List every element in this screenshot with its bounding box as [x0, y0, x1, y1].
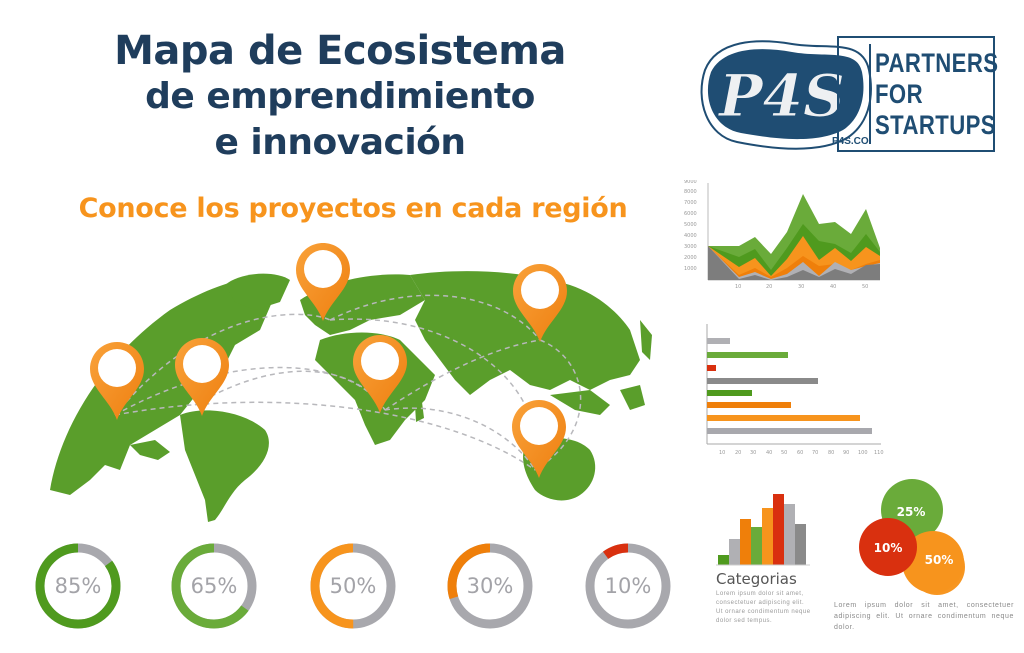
svg-text:9000: 9000 — [684, 180, 697, 185]
progress-ring-label: 65% — [190, 574, 238, 598]
svg-text:20: 20 — [766, 284, 772, 290]
progress-ring-65: 65% — [169, 541, 259, 631]
x-axis-ticks: 10 20 30 40 50 60 70 80 90 100 110 — [719, 450, 884, 456]
svg-text:50: 50 — [781, 450, 787, 456]
venn-diagram: 25% 10% 50% — [859, 479, 965, 595]
logo-url: P4S.CO — [832, 136, 869, 147]
svg-text:30: 30 — [750, 450, 756, 456]
logo-word-for: FOR — [875, 79, 923, 109]
progress-ring-85: 85% — [33, 541, 123, 631]
logo-word-startups: STARTUPS — [875, 110, 996, 140]
svg-text:20: 20 — [735, 450, 741, 456]
location-pin-icon[interactable] — [513, 264, 567, 342]
categories-title: Categorias — [716, 570, 797, 588]
progress-ring-label: 85% — [54, 574, 102, 598]
logo-wordmark: PARTNERS FOR STARTUPS — [875, 48, 998, 141]
svg-text:10%: 10% — [874, 541, 903, 555]
horizontal-bar-chart: 10 20 30 40 50 60 70 80 90 100 110 — [706, 324, 884, 456]
location-pin-icon[interactable] — [175, 338, 229, 416]
logo-frame — [837, 36, 995, 152]
location-pin-icon[interactable] — [90, 342, 144, 420]
category-bar-chart — [716, 494, 810, 566]
svg-text:80: 80 — [828, 450, 834, 456]
title-line-3: e innovación — [214, 122, 466, 163]
svg-text:5000: 5000 — [684, 222, 697, 228]
svg-text:P4S: P4S — [717, 62, 845, 130]
venn-circle-50b — [902, 531, 964, 593]
logo-divider — [869, 44, 871, 144]
location-pin-icon[interactable] — [353, 335, 407, 413]
svg-text:25%: 25% — [897, 505, 926, 519]
page-title: Mapa de Ecosistema de emprendimiento e i… — [40, 28, 640, 166]
progress-ring-30: 30% — [445, 541, 535, 631]
svg-text:30: 30 — [798, 284, 804, 290]
svg-text:60: 60 — [797, 450, 803, 456]
svg-text:40: 40 — [830, 284, 836, 290]
title-line-1: Mapa de Ecosistema — [114, 28, 566, 74]
progress-ring-10: 10% — [583, 541, 673, 631]
y-axis-ticks: 1000 2000 3000 4000 5000 6000 7000 8000 … — [684, 180, 697, 272]
categories-description: Lorem ipsum dolor sit amet, consectetuer… — [716, 591, 811, 624]
progress-ring-label: 10% — [604, 574, 652, 598]
svg-text:1000: 1000 — [684, 266, 697, 272]
subtitle: Conoce los proyectos en cada región — [78, 193, 628, 224]
progress-ring-label: 30% — [466, 574, 514, 598]
location-pin-icon[interactable] — [512, 400, 566, 478]
world-map — [50, 243, 652, 522]
svg-text:10: 10 — [735, 284, 741, 290]
svg-text:50%: 50% — [925, 553, 954, 567]
x-axis-ticks: 10 20 30 40 50 — [735, 284, 868, 290]
svg-text:6000: 6000 — [684, 211, 697, 217]
svg-text:8000: 8000 — [684, 189, 697, 195]
location-pin-icon[interactable] — [296, 243, 350, 321]
progress-ring-50: 50% — [308, 541, 398, 631]
svg-text:2000: 2000 — [684, 255, 697, 261]
svg-text:110: 110 — [874, 450, 884, 456]
stacked-area-chart: 1000 2000 3000 4000 5000 6000 7000 8000 … — [684, 180, 880, 290]
logo-word-partners: PARTNERS — [875, 48, 999, 78]
svg-text:7000: 7000 — [684, 200, 697, 206]
continents — [50, 271, 652, 522]
title-line-2: de emprendimiento — [145, 76, 535, 117]
svg-text:10: 10 — [719, 450, 725, 456]
p4s-logo-mark-icon: P4S — [700, 40, 872, 150]
svg-text:50: 50 — [862, 284, 868, 290]
location-pins — [90, 243, 567, 478]
svg-text:70: 70 — [812, 450, 818, 456]
svg-text:100: 100 — [858, 450, 868, 456]
svg-text:4000: 4000 — [684, 233, 697, 239]
p4s-logo: P4S PARTNERS FOR STARTUPS P4S.CO — [697, 30, 1002, 158]
venn-description: Lorem ipsum dolor sit amet, consectetuer… — [834, 602, 1014, 631]
svg-text:40: 40 — [766, 450, 772, 456]
venn-circle-10 — [859, 518, 917, 576]
svg-text:90: 90 — [843, 450, 849, 456]
svg-text:3000: 3000 — [684, 244, 697, 250]
progress-ring-label: 50% — [329, 574, 377, 598]
